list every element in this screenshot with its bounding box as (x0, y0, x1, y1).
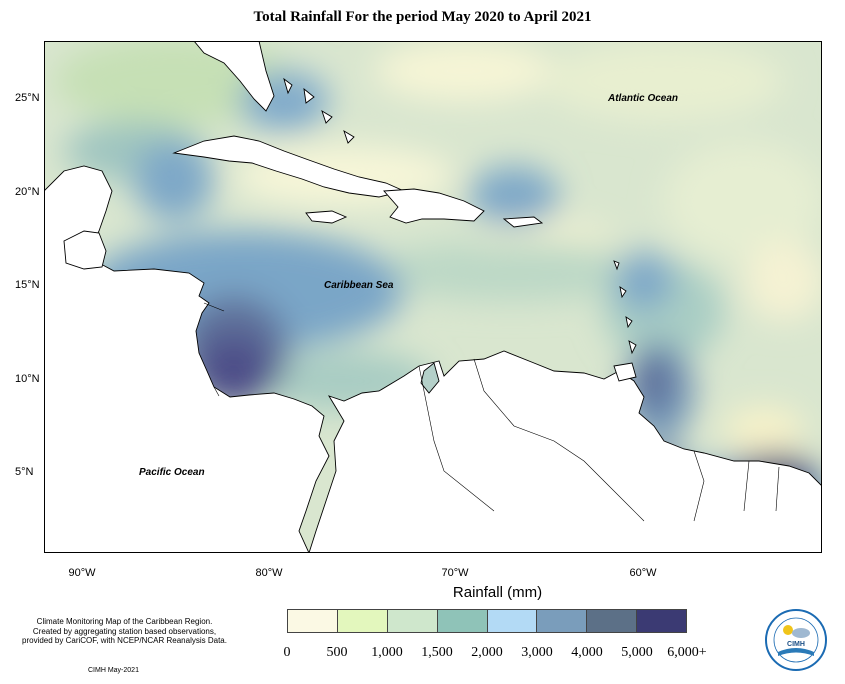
rainfall-map: Atlantic Ocean Caribbean Sea Pacific Oce… (44, 41, 822, 553)
pacific-ocean-label: Pacific Ocean (139, 467, 205, 478)
legend-tick-label: 4,000 (571, 645, 603, 660)
legend-title: Rainfall (mm) (452, 584, 543, 601)
x-tick-label: 70°W (441, 567, 469, 579)
sun-icon (783, 625, 793, 635)
y-tick-label: 10°N (15, 373, 40, 385)
caribbean-sea-label: Caribbean Sea (324, 280, 394, 291)
legend-tick-label: 1,000 (371, 645, 403, 660)
legend-swatch (437, 610, 488, 632)
legend-tick-label: 5,000 (621, 645, 653, 660)
y-tick-label: 5°N (15, 466, 34, 478)
y-tick-label: 15°N (15, 279, 40, 291)
y-tick-label: 25°N (15, 92, 40, 104)
legend-tick-label: 3,000 (521, 645, 553, 660)
legend-tick-label: 1,500 (421, 645, 453, 660)
y-tick-label: 20°N (15, 186, 40, 198)
legend-tick-label: 6,000+ (667, 645, 707, 660)
legend-tick-label: 0 (283, 645, 291, 660)
atlantic-ocean-label: Atlantic Ocean (607, 93, 678, 104)
map-title: Total Rainfall For the period May 2020 t… (253, 9, 592, 25)
credit-text: CIMH May-2021 (88, 667, 139, 674)
legend-swatch (288, 610, 338, 632)
x-tick-label: 90°W (68, 567, 96, 579)
color-legend (287, 609, 687, 633)
x-tick-label: 80°W (255, 567, 283, 579)
legend-tick-label: 2,000 (471, 645, 503, 660)
landmass (44, 165, 822, 553)
wave-icon (778, 648, 814, 656)
cimh-logo: CIMH (765, 609, 827, 671)
legend-tick-label: 500 (326, 645, 348, 660)
legend-swatch (587, 610, 638, 632)
legend-swatch (637, 610, 686, 632)
legend-swatch (537, 610, 588, 632)
legend-swatch (487, 610, 538, 632)
country-borders (203, 302, 780, 522)
legend-swatch (387, 610, 438, 632)
footnote: Climate Monitoring Map of the Caribbean … (22, 617, 227, 646)
x-tick-label: 60°W (629, 567, 657, 579)
map-border (44, 41, 822, 553)
legend-swatch (337, 610, 388, 632)
logo-text: CIMH (787, 641, 805, 648)
cloud-icon (792, 628, 810, 638)
islands (172, 41, 637, 382)
